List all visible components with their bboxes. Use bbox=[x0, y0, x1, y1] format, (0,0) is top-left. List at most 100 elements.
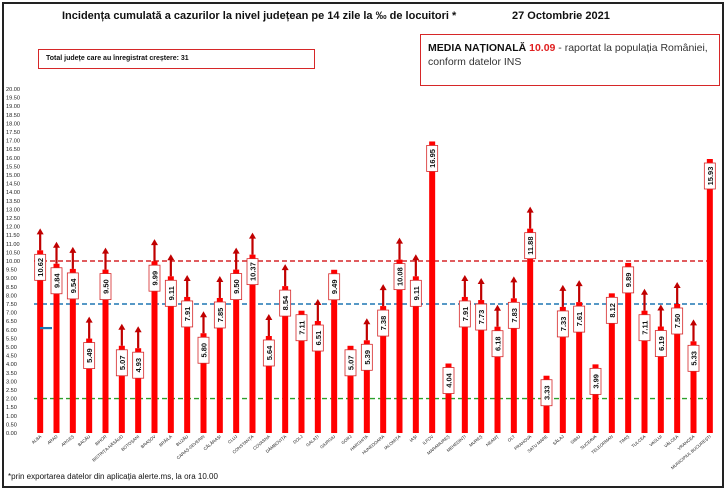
data-label-text: 5.64 bbox=[265, 345, 274, 360]
data-label-box bbox=[279, 289, 292, 317]
increase-arrow-head bbox=[363, 318, 371, 325]
bar bbox=[216, 297, 223, 433]
data-label: 9.50 bbox=[99, 273, 112, 301]
increase-arrow-head bbox=[36, 228, 44, 235]
bar bbox=[347, 345, 354, 433]
data-label: 10.62 bbox=[34, 253, 47, 281]
data-label-box bbox=[524, 232, 537, 260]
data-label: 5.49 bbox=[83, 342, 96, 369]
category-label: MUREȘ bbox=[468, 434, 483, 448]
data-label-box bbox=[393, 263, 406, 291]
y-tick-label: 1.50 bbox=[6, 405, 17, 411]
bar bbox=[118, 345, 125, 433]
category-label: SIBIU bbox=[569, 434, 581, 445]
data-label-text: 9.50 bbox=[232, 279, 241, 294]
y-tick-label: 19.50 bbox=[6, 96, 20, 102]
data-label: 9.99 bbox=[148, 264, 161, 292]
increase-arrow-head bbox=[412, 254, 420, 261]
increase-arrow-head bbox=[526, 206, 534, 213]
category-label: IAȘI bbox=[409, 434, 418, 443]
category-label: NEAMȚ bbox=[485, 434, 500, 448]
data-label: 8.12 bbox=[605, 296, 618, 324]
data-label: 7.85 bbox=[213, 301, 226, 329]
data-label-box bbox=[66, 272, 79, 300]
y-tick-label: 2.50 bbox=[6, 388, 17, 394]
y-tick-label: 14.00 bbox=[6, 190, 20, 196]
y-tick-label: 10.50 bbox=[6, 250, 20, 256]
category-label: BOTOȘANI bbox=[120, 434, 140, 452]
bar bbox=[690, 341, 697, 433]
category-label: BUZĂU bbox=[175, 434, 189, 447]
data-label: 7.11 bbox=[295, 314, 308, 342]
y-tick-label: 3.00 bbox=[6, 379, 17, 385]
data-label: 9.84 bbox=[50, 267, 63, 295]
y-tick-label: 6.00 bbox=[6, 328, 17, 334]
data-label: 3.33 bbox=[540, 379, 553, 407]
bar bbox=[151, 261, 158, 433]
data-label-box bbox=[181, 300, 194, 328]
data-label-box bbox=[426, 145, 439, 172]
data-label: 7.73 bbox=[475, 303, 488, 331]
category-label: BACĂU bbox=[77, 434, 92, 447]
data-label: 9.11 bbox=[164, 279, 177, 307]
data-label-box bbox=[148, 264, 161, 292]
increase-arrow-head bbox=[232, 247, 240, 254]
data-label-text: 5.07 bbox=[118, 355, 127, 370]
data-label: 6.19 bbox=[654, 330, 667, 357]
increase-arrow-head bbox=[575, 280, 583, 287]
data-label-box bbox=[360, 343, 373, 371]
data-label-box bbox=[475, 303, 488, 331]
data-label: 6.51 bbox=[311, 324, 324, 352]
y-tick-label: 1.00 bbox=[6, 414, 17, 420]
data-label-text: 6.19 bbox=[657, 336, 666, 351]
bar bbox=[412, 276, 419, 433]
data-label-box bbox=[311, 324, 324, 352]
data-label-text: 7.83 bbox=[510, 308, 519, 323]
data-label: 5.64 bbox=[262, 339, 275, 367]
data-label-box bbox=[442, 367, 455, 394]
data-label: 9.50 bbox=[230, 273, 243, 301]
data-label-text: 8.12 bbox=[608, 303, 617, 318]
bar bbox=[608, 293, 615, 433]
data-label-box bbox=[654, 330, 667, 357]
data-label: 8.54 bbox=[279, 289, 292, 317]
category-label: ILFOV bbox=[422, 434, 435, 446]
y-tick-label: 14.50 bbox=[6, 182, 20, 188]
increase-arrow-head bbox=[461, 274, 469, 281]
data-label-box bbox=[458, 300, 471, 328]
y-tick-label: 16.00 bbox=[6, 156, 20, 162]
category-label: BRĂILA bbox=[158, 434, 173, 448]
bar bbox=[396, 259, 403, 433]
increase-arrow-head bbox=[690, 319, 697, 326]
bar bbox=[298, 310, 305, 433]
y-tick-label: 15.00 bbox=[6, 173, 20, 179]
data-label-box bbox=[671, 307, 684, 335]
data-label-text: 10.37 bbox=[249, 262, 258, 281]
y-tick-label: 12.50 bbox=[6, 216, 20, 222]
data-label-text: 7.91 bbox=[183, 307, 192, 322]
data-label-text: 9.99 bbox=[151, 271, 160, 286]
data-label-box bbox=[164, 279, 177, 307]
y-tick-label: 13.50 bbox=[6, 199, 20, 205]
data-label: 7.11 bbox=[638, 314, 651, 342]
increase-arrow-head bbox=[657, 304, 665, 311]
bar bbox=[69, 268, 76, 433]
bar bbox=[200, 333, 207, 433]
data-label: 7.91 bbox=[181, 300, 194, 328]
report-date: 27 Octombrie 2021 bbox=[512, 10, 610, 22]
footnote: *prin exportarea datelor din aplicația a… bbox=[8, 472, 218, 481]
data-label-box bbox=[409, 279, 422, 307]
increase-arrow-head bbox=[102, 247, 109, 254]
bar bbox=[380, 306, 387, 433]
bar bbox=[363, 340, 370, 433]
data-label: 7.61 bbox=[573, 305, 586, 333]
data-label-text: 7.85 bbox=[216, 308, 225, 323]
y-tick-label: 13.00 bbox=[6, 207, 20, 213]
increase-arrow-head bbox=[281, 264, 289, 271]
y-tick-label: 9.50 bbox=[6, 268, 17, 274]
increase-arrow-head bbox=[69, 246, 77, 253]
category-label: TULCEA bbox=[630, 434, 646, 449]
increase-arrow-head bbox=[53, 241, 60, 248]
data-label-text: 9.54 bbox=[69, 278, 78, 293]
category-label: OLT bbox=[507, 434, 517, 443]
